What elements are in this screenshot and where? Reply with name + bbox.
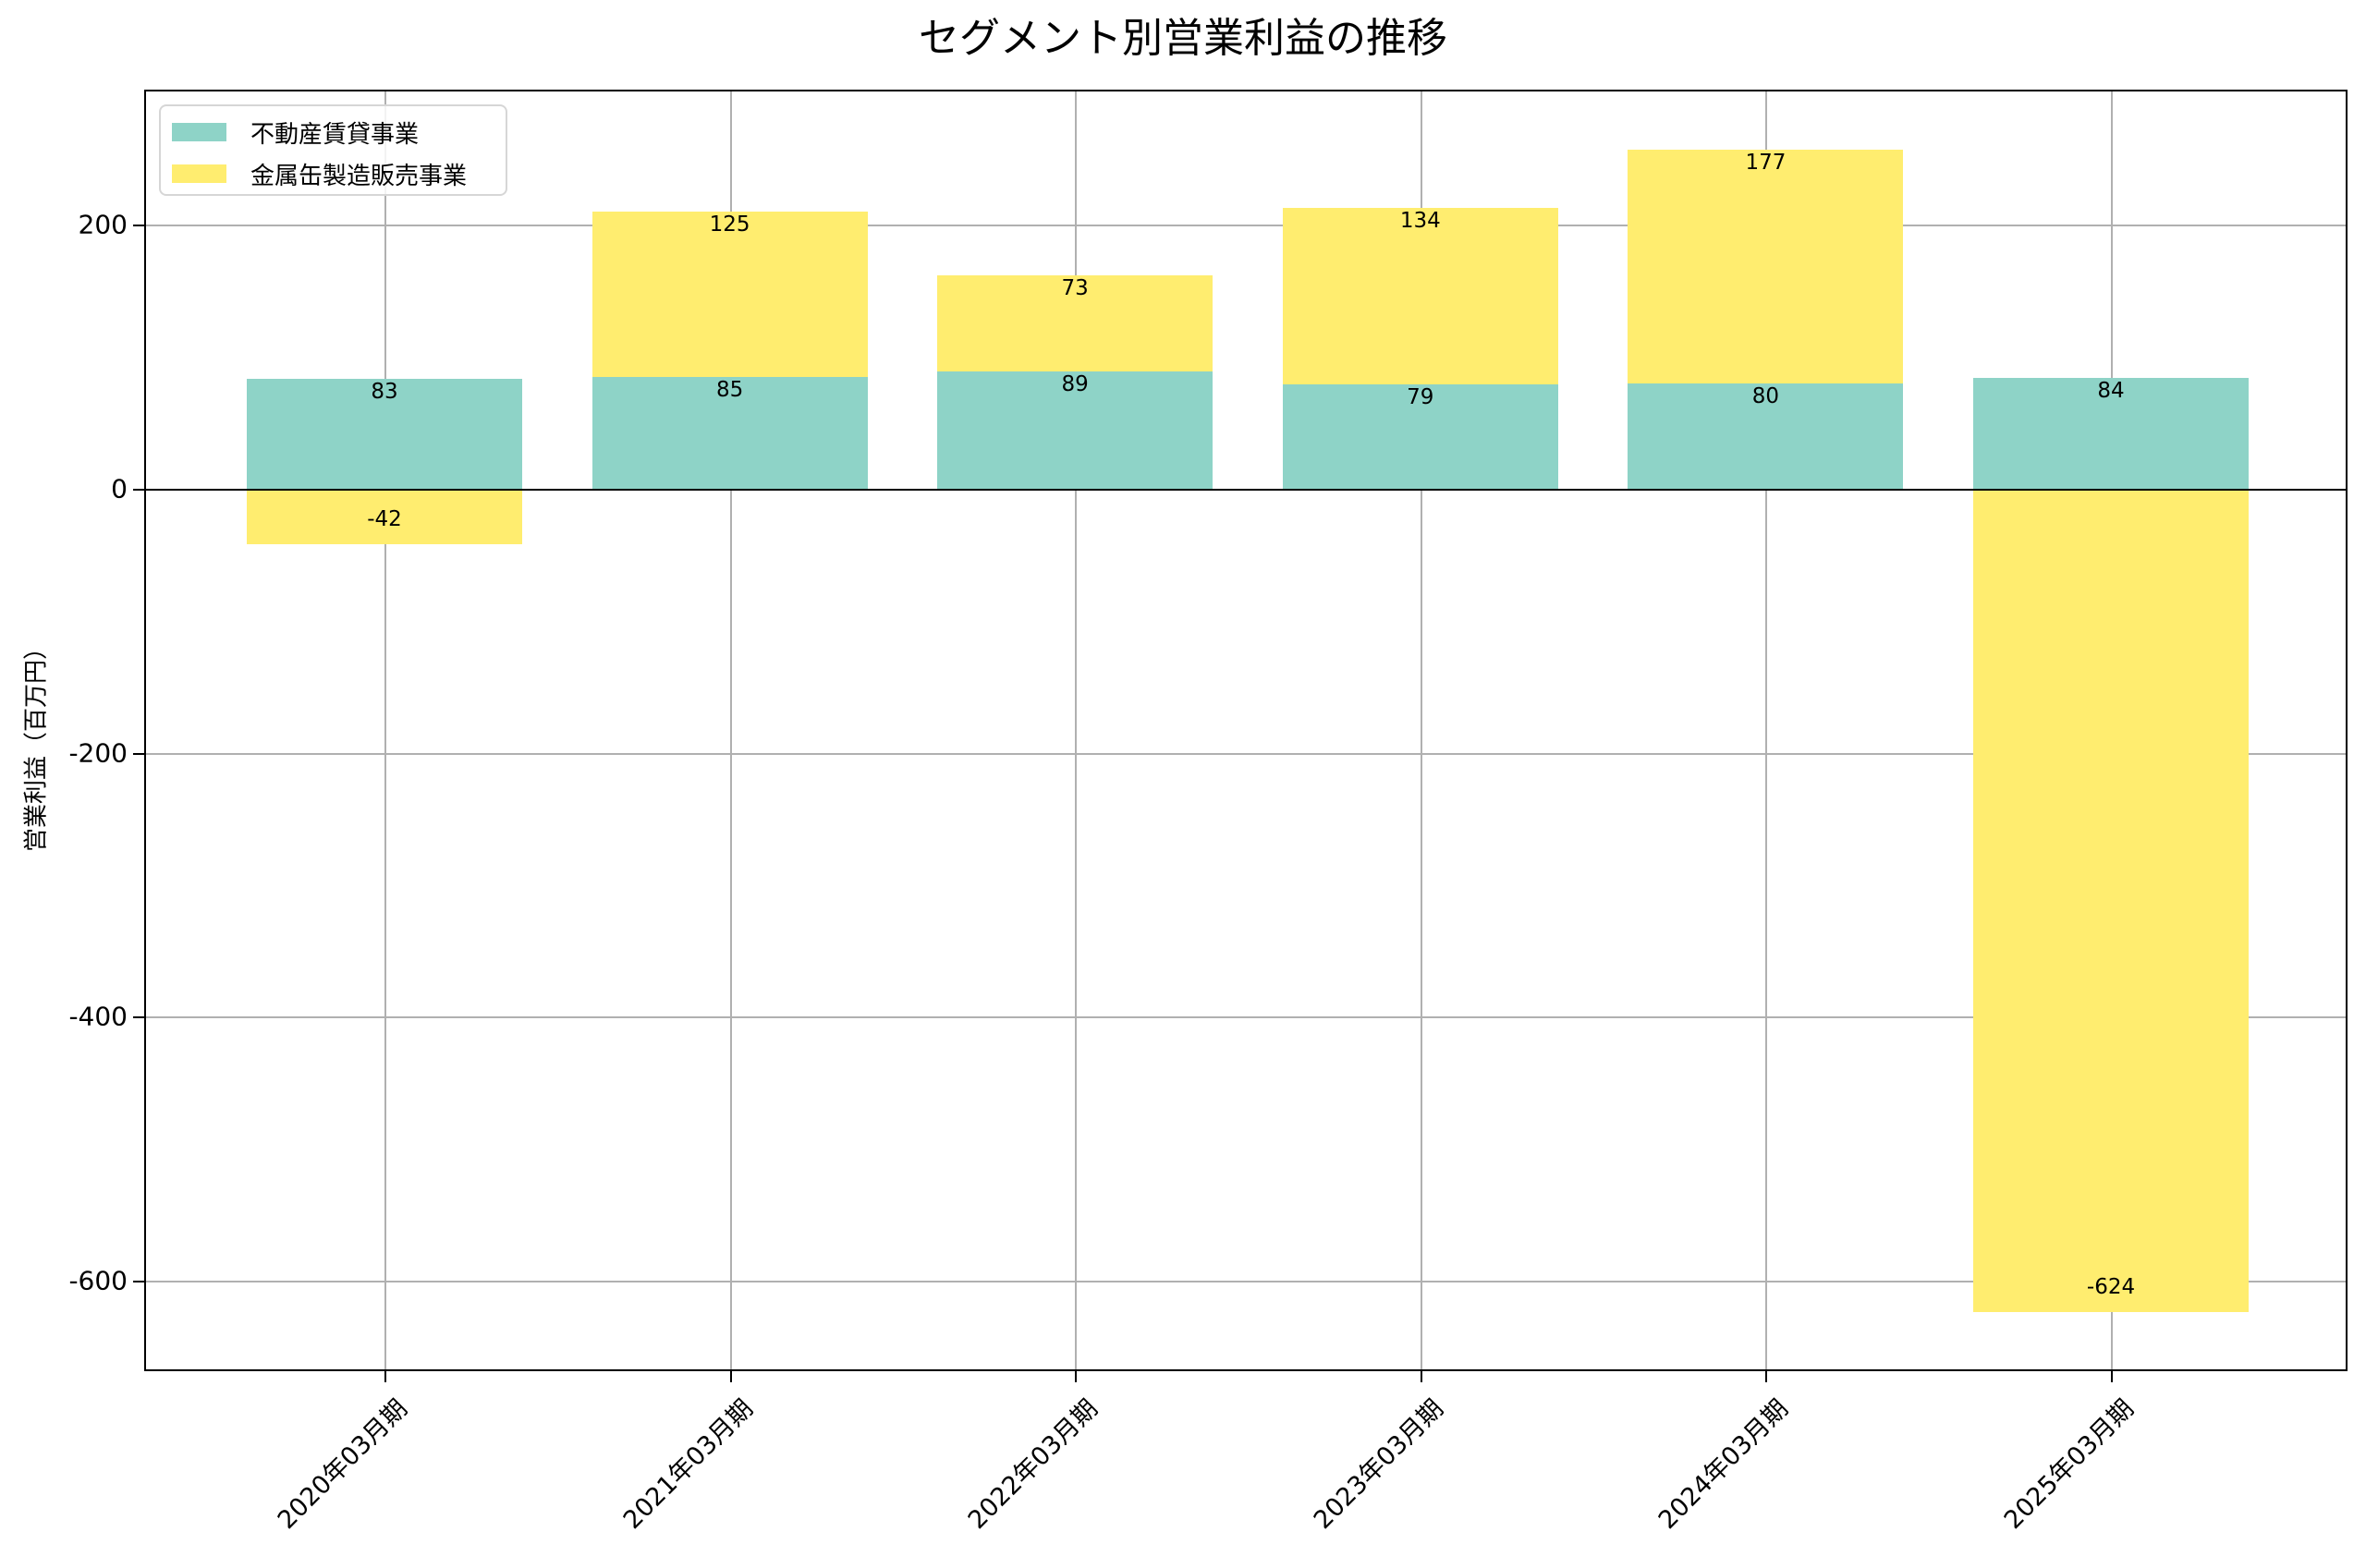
bar-value-label: -624 xyxy=(2086,1275,2136,1300)
x-gridline xyxy=(1765,91,1768,1369)
y-tick xyxy=(133,225,144,227)
x-tick-label: 2022年03月期 xyxy=(962,1393,1104,1536)
y-gridline xyxy=(146,752,2346,755)
legend-item: 金属缶製造販売事業 xyxy=(172,161,467,190)
x-tick xyxy=(729,1371,732,1382)
x-tick xyxy=(2111,1371,2113,1382)
y-tick-label: 0 xyxy=(111,473,128,504)
legend-item: 不動産賃貸事業 xyxy=(172,119,419,149)
y-gridline xyxy=(146,1016,2346,1019)
bar-segment xyxy=(1973,488,2249,1313)
y-axis-label: 営業利益（百万円） xyxy=(22,635,51,853)
bar-segment xyxy=(937,371,1213,489)
bar-segment xyxy=(937,274,1213,371)
x-gridline xyxy=(1075,91,1078,1369)
bar-segment xyxy=(1282,207,1558,385)
legend-label: 不動産賃貸事業 xyxy=(250,120,420,149)
bar-value-label: 79 xyxy=(1407,385,1434,410)
y-tick-label: 200 xyxy=(78,209,128,240)
legend-swatch-icon xyxy=(172,164,226,183)
y-tick xyxy=(133,488,144,491)
bar-segment xyxy=(1282,384,1558,489)
y-tick-label: -400 xyxy=(68,1001,128,1032)
x-gridline xyxy=(384,91,386,1369)
y-tick xyxy=(133,1281,144,1282)
x-tick xyxy=(1420,1371,1422,1382)
x-tick-label: 2023年03月期 xyxy=(1308,1393,1449,1536)
legend-label: 金属缶製造販売事業 xyxy=(250,162,468,190)
bar-value-label: 134 xyxy=(1399,208,1441,233)
x-tick xyxy=(384,1371,386,1382)
bar-segment xyxy=(247,379,522,489)
bar-segment xyxy=(247,488,522,544)
bar-segment xyxy=(1973,377,2249,489)
plot-area: 83 -42 85 125 89 73 79 134 80 177 84 -624 200 0 -200 -… xyxy=(68,90,2348,1535)
x-tick-label: 2020年03月期 xyxy=(272,1393,413,1536)
x-tick-label: 2021年03月期 xyxy=(617,1393,759,1536)
x-tick-label: 2024年03月期 xyxy=(1653,1393,1795,1536)
bar-segment xyxy=(592,376,868,489)
bar-value-label: 83 xyxy=(371,380,398,405)
x-gridline xyxy=(729,91,732,1369)
chart-title: セグメント別営業利益の推移 xyxy=(919,15,1447,62)
bar-segment xyxy=(1628,149,1904,383)
x-gridline xyxy=(1420,91,1422,1369)
bar-value-label: 73 xyxy=(1061,275,1089,300)
bar-value-label: 89 xyxy=(1061,371,1089,396)
legend-swatch-icon xyxy=(172,123,226,141)
bar-value-label: 85 xyxy=(715,377,744,402)
bar-value-label: 80 xyxy=(1751,383,1780,408)
zero-line xyxy=(146,488,2346,491)
bar-value-label: -42 xyxy=(367,506,402,531)
x-tick xyxy=(1765,1371,1768,1382)
bar-segment xyxy=(592,211,868,377)
bar-value-label: 125 xyxy=(709,212,750,237)
y-tick xyxy=(133,752,144,755)
x-tick-label: 2025年03月期 xyxy=(1998,1393,2140,1536)
y-tick xyxy=(133,1016,144,1019)
bar-value-label: 84 xyxy=(2097,378,2125,403)
y-gridline xyxy=(146,225,2346,227)
legend: 不動産賃貸事業金属缶製造販売事業 xyxy=(159,104,507,196)
y-tick-label: -600 xyxy=(68,1265,128,1296)
y-tick-label: -200 xyxy=(68,737,128,769)
x-tick xyxy=(1075,1371,1078,1382)
bar-value-label: 177 xyxy=(1745,150,1787,175)
bar-segment xyxy=(1628,383,1904,489)
y-gridline xyxy=(146,1281,2346,1282)
